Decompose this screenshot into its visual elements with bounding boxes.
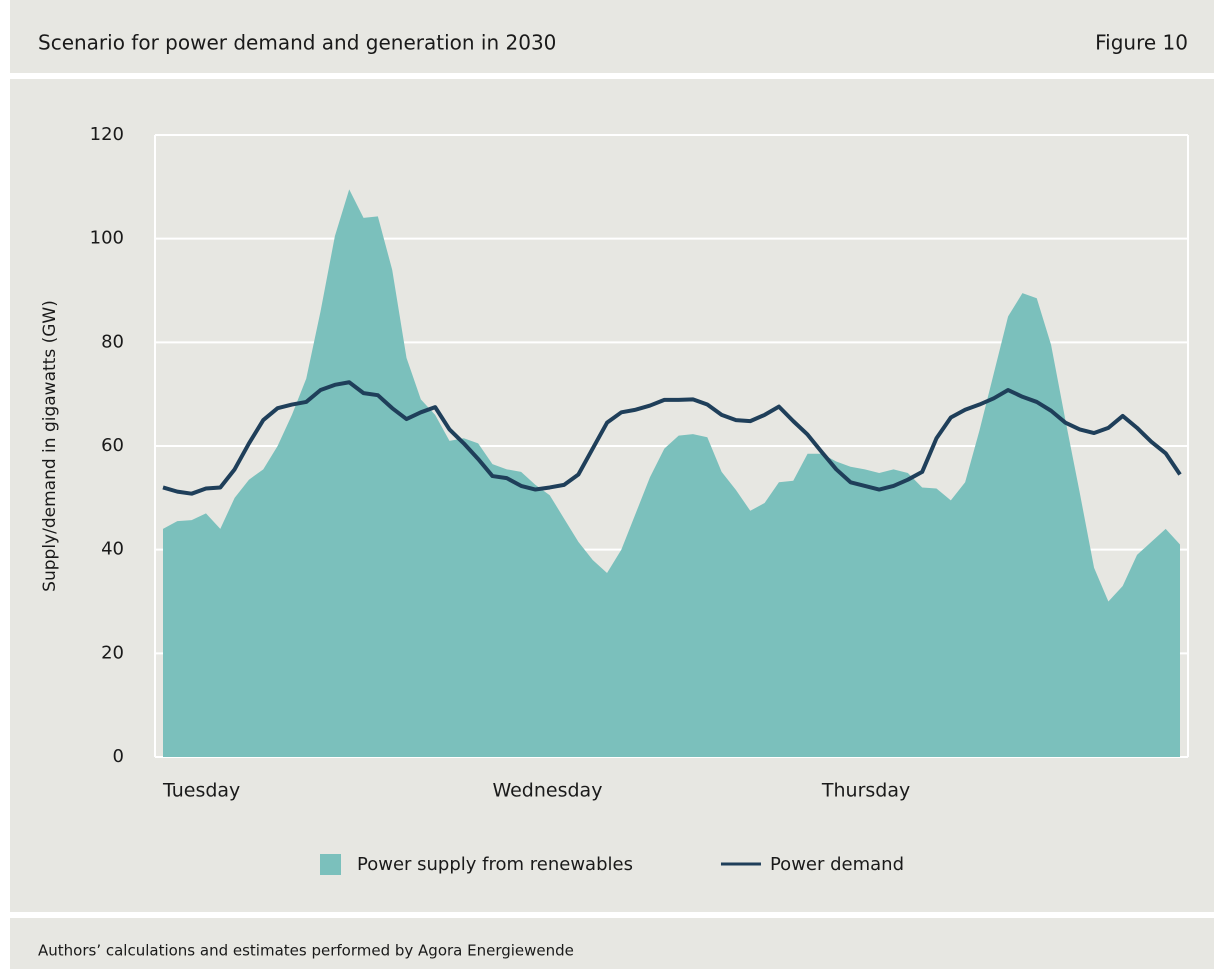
x-tick-label: Thursday xyxy=(821,780,910,802)
y-tick-label: 80 xyxy=(101,331,124,352)
legend-label: Power demand xyxy=(770,854,904,875)
x-tick-label: Wednesday xyxy=(492,780,602,802)
figure-label: Figure 10 xyxy=(1095,31,1188,55)
area xyxy=(163,189,1180,758)
y-tick-label: 40 xyxy=(101,539,124,560)
x-tick-label: Tuesday xyxy=(162,780,240,802)
y-tick-label: 0 xyxy=(113,746,124,767)
y-tick-label: 20 xyxy=(101,642,124,663)
y-axis-label: Supply/demand in gigawatts (GW) xyxy=(40,300,60,592)
y-tick-label: 60 xyxy=(101,435,124,456)
y-tick-label: 120 xyxy=(90,124,124,145)
footer-band xyxy=(10,918,1214,969)
legend-label: Power supply from renewables xyxy=(357,854,633,875)
legend-swatch xyxy=(320,854,341,875)
line xyxy=(162,380,1182,496)
header-band xyxy=(10,0,1214,73)
title: Scenario for power demand and generation… xyxy=(38,31,556,55)
source: Authors’ calculations and estimates perf… xyxy=(38,942,574,960)
y-tick-label: 100 xyxy=(90,228,124,249)
